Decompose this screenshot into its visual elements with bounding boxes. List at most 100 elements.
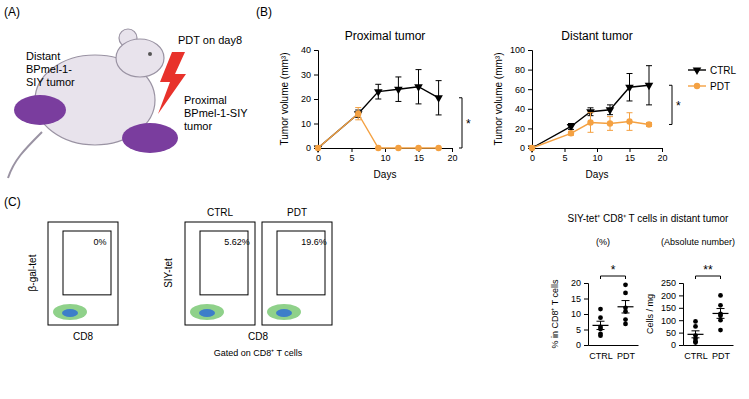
tick-mark bbox=[528, 109, 532, 110]
tick-label: 0 bbox=[316, 153, 321, 163]
tick-mark bbox=[584, 345, 588, 346]
cell-cloud bbox=[267, 304, 301, 320]
tick: 40 bbox=[301, 45, 318, 55]
axis-line bbox=[684, 345, 734, 346]
tick-mark bbox=[584, 330, 588, 331]
diagram-label: Proximal bbox=[184, 94, 227, 106]
mouse-tail bbox=[8, 132, 42, 178]
cell-cloud-core bbox=[199, 309, 215, 317]
tick-label: 50 bbox=[666, 328, 676, 338]
tick-label: 10 bbox=[301, 119, 311, 129]
error-bar bbox=[607, 117, 613, 131]
plot-area bbox=[528, 66, 654, 153]
dot bbox=[718, 328, 723, 333]
series-line bbox=[318, 114, 439, 148]
tick-mark bbox=[584, 299, 588, 300]
tick: 5 bbox=[562, 148, 567, 163]
tick-label: PDT bbox=[617, 351, 636, 361]
proximal-tumor bbox=[122, 123, 178, 153]
legend-marker bbox=[694, 83, 700, 89]
tick-label: 20 bbox=[571, 278, 581, 288]
y-axis-title: Tumor volume (mm³) bbox=[493, 53, 504, 146]
marker bbox=[355, 111, 361, 117]
tick: 150 bbox=[661, 303, 683, 313]
significance-bracket bbox=[459, 98, 462, 148]
mouse-diagram bbox=[8, 29, 186, 178]
axis: CTRL PDT bbox=[589, 346, 639, 361]
marker bbox=[395, 145, 401, 151]
tick-label: PDT bbox=[712, 351, 731, 361]
diagram-label: SIY tumor bbox=[26, 76, 75, 88]
marker bbox=[625, 85, 634, 92]
diagram-label: BPmel-1-SIY bbox=[184, 107, 248, 119]
note: Gated on CD8⁺ T cells bbox=[214, 348, 303, 358]
panel-label: (B) bbox=[256, 5, 272, 19]
dot bbox=[598, 315, 603, 320]
cell-cloud bbox=[190, 304, 224, 320]
tick-mark bbox=[314, 124, 318, 125]
tick-label: CTRL bbox=[684, 351, 708, 361]
tick-label: 100 bbox=[661, 316, 676, 326]
axis-line bbox=[528, 51, 533, 149]
tick-label: 0 bbox=[520, 143, 525, 153]
tick: CTRL bbox=[589, 351, 613, 361]
chart-subtitle: (%) bbox=[596, 237, 610, 247]
tick-mark bbox=[679, 308, 683, 309]
mouse-head bbox=[116, 39, 164, 77]
flow-frame bbox=[262, 222, 332, 325]
dot bbox=[693, 340, 698, 345]
tick: 20 bbox=[657, 148, 667, 163]
chart-subtitle: (Absolute number) bbox=[661, 237, 735, 247]
tick: 10 bbox=[380, 148, 390, 163]
tick-mark bbox=[584, 314, 588, 315]
axis-line bbox=[314, 51, 319, 149]
dot bbox=[598, 307, 603, 312]
significance: * bbox=[466, 117, 471, 131]
tick: 10 bbox=[301, 119, 318, 129]
tick: 5 bbox=[576, 325, 588, 335]
marker bbox=[315, 145, 321, 151]
y-axis-title: % in CD8⁺ T cells bbox=[550, 279, 560, 349]
gate-label: 5.62% bbox=[224, 237, 250, 247]
marker bbox=[568, 130, 574, 136]
marker bbox=[375, 145, 381, 151]
tick: 60 bbox=[515, 85, 532, 95]
tick-label: CTRL bbox=[589, 351, 613, 361]
plot-heading: PDT bbox=[287, 207, 307, 218]
chart-title: Proximal tumor bbox=[345, 29, 426, 43]
tick-label: 10 bbox=[571, 309, 581, 319]
legend-item: CTRL bbox=[688, 65, 737, 76]
chart-title: Distant tumor bbox=[561, 29, 632, 43]
tick-label: 15 bbox=[414, 153, 424, 163]
diagram-label: PDT on day8 bbox=[178, 34, 242, 46]
significance: * bbox=[611, 263, 616, 277]
x-axis-title: Days bbox=[374, 169, 397, 180]
series-line bbox=[532, 85, 649, 148]
marker bbox=[607, 120, 613, 126]
error-bar bbox=[597, 321, 605, 329]
tick-mark bbox=[452, 148, 453, 152]
tick-mark bbox=[314, 99, 318, 100]
tick-mark bbox=[597, 148, 598, 152]
diagram-label: tumor bbox=[184, 120, 212, 132]
panel-label: (A) bbox=[4, 5, 20, 19]
dot bbox=[623, 291, 628, 296]
flow-plot: 0% bbox=[48, 222, 118, 325]
gate-label: 0% bbox=[93, 237, 106, 247]
dot bbox=[623, 322, 628, 327]
tick-label: 100 bbox=[510, 45, 525, 55]
x-axis-title: Days bbox=[586, 169, 609, 180]
marker bbox=[646, 121, 652, 127]
tick-label: 0 bbox=[576, 340, 581, 350]
marker bbox=[606, 107, 615, 114]
tick: 100 bbox=[510, 45, 532, 55]
plot-heading: CTRL bbox=[207, 207, 234, 218]
tick: 250 bbox=[661, 278, 683, 288]
error-bar bbox=[627, 113, 633, 131]
marker bbox=[374, 89, 383, 96]
tick: CTRL bbox=[684, 351, 708, 361]
error-bar bbox=[622, 301, 630, 313]
tick-label: 5 bbox=[576, 325, 581, 335]
axis-line bbox=[319, 149, 453, 153]
tick-mark bbox=[662, 148, 663, 152]
